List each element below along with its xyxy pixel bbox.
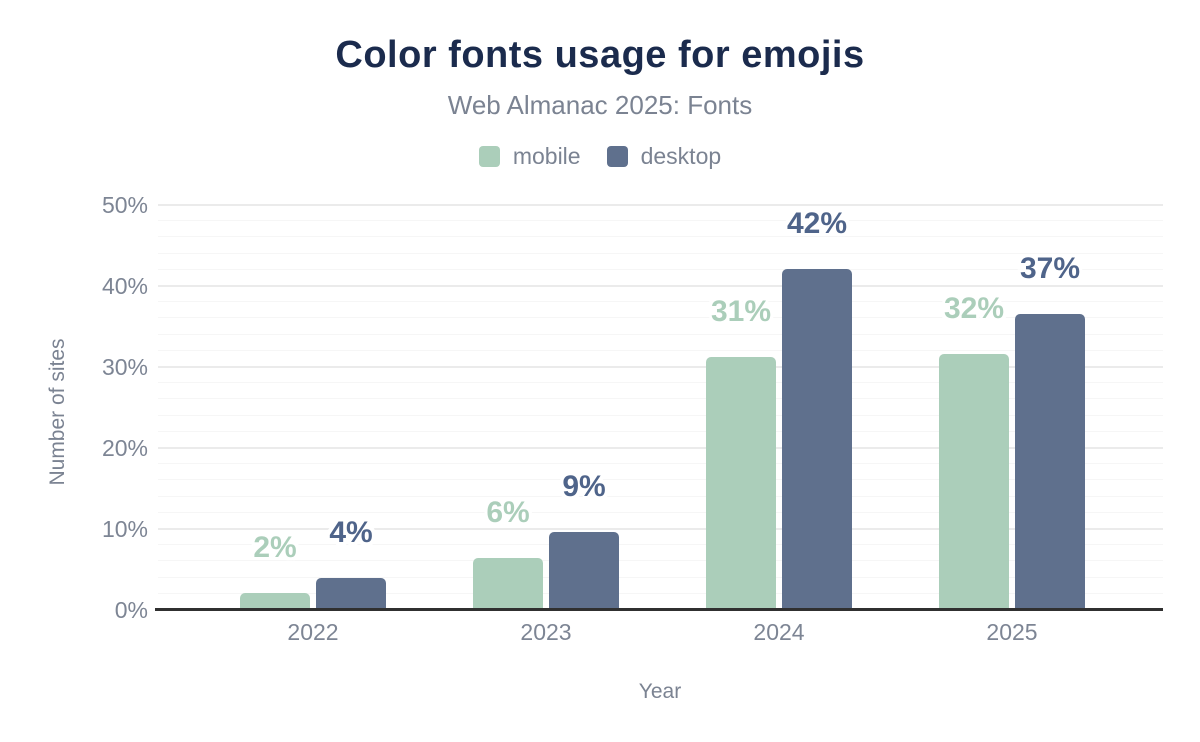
y-tick-0pct: 0% <box>114 597 148 623</box>
x-tick-2022: 2022 <box>287 619 339 645</box>
bar-mobile-2025 <box>939 354 1009 610</box>
bar-label-desktop-2022: 4% <box>329 516 373 549</box>
gridline-minor <box>158 544 1163 545</box>
bar-desktop-2022 <box>316 578 386 610</box>
y-tick-20pct: 20% <box>101 435 148 461</box>
y-tick-30pct: 30% <box>101 354 148 380</box>
bar-label-desktop-2025: 37% <box>1019 252 1081 285</box>
legend-item-mobile: mobile <box>478 143 581 170</box>
gridline-major <box>158 204 1163 206</box>
gridline-minor <box>158 350 1163 351</box>
gridline-minor <box>158 301 1163 302</box>
bar-label-desktop-2024: 42% <box>786 207 848 240</box>
gridline-minor <box>158 317 1163 318</box>
gridline-minor <box>158 593 1163 594</box>
bar-label-mobile-2022: 2% <box>253 531 297 564</box>
legend-swatch-desktop-icon <box>606 146 628 167</box>
gridline-minor <box>158 236 1163 237</box>
bar-mobile-2022 <box>240 593 310 610</box>
gridline-minor <box>158 253 1163 254</box>
bar-label-desktop-2023: 9% <box>562 470 606 503</box>
bar-desktop-2024 <box>782 269 852 610</box>
y-axis-title: Number of sites <box>46 338 69 486</box>
gridline-major <box>158 285 1163 287</box>
gridline-minor <box>158 220 1163 221</box>
bar-label-mobile-2025: 32% <box>943 292 1005 325</box>
gridline-minor <box>158 479 1163 480</box>
y-tick-40pct: 40% <box>101 273 148 299</box>
gridline-minor <box>158 560 1163 561</box>
gridline-minor <box>158 382 1163 383</box>
bar-desktop-2025 <box>1015 314 1085 610</box>
x-axis-line <box>155 608 1163 611</box>
x-tick-2023: 2023 <box>520 619 572 645</box>
bar-mobile-2024 <box>706 357 776 610</box>
bar-label-mobile-2023: 6% <box>486 496 530 529</box>
gridline-major <box>158 528 1163 530</box>
bar-label-mobile-2024: 31% <box>710 295 772 328</box>
gridline-minor <box>158 415 1163 416</box>
chart-title: Color fonts usage for emojis <box>335 34 865 76</box>
legend-label-desktop: desktop <box>640 143 722 169</box>
legend: mobile desktop <box>0 143 1200 170</box>
gridline-minor <box>158 496 1163 497</box>
gridline-minor <box>158 463 1163 464</box>
chart-subtitle: Web Almanac 2025: Fonts <box>447 90 753 120</box>
legend-swatch-mobile-icon <box>478 146 500 167</box>
y-tick-10pct: 10% <box>101 516 148 542</box>
x-axis-title: Year <box>638 680 682 703</box>
legend-item-desktop: desktop <box>606 143 722 170</box>
gridline-major <box>158 447 1163 449</box>
bar-desktop-2023 <box>549 532 619 610</box>
bar-mobile-2023 <box>473 558 543 610</box>
gridline-minor <box>158 577 1163 578</box>
gridline-minor <box>158 431 1163 432</box>
gridline-minor <box>158 512 1163 513</box>
legend-label-mobile: mobile <box>512 143 581 169</box>
gridline-minor <box>158 398 1163 399</box>
x-tick-2024: 2024 <box>753 619 805 645</box>
y-tick-50pct: 50% <box>101 192 148 218</box>
x-tick-2025: 2025 <box>986 619 1038 645</box>
gridline-major <box>158 366 1163 368</box>
gridline-minor <box>158 269 1163 270</box>
gridline-minor <box>158 334 1163 335</box>
